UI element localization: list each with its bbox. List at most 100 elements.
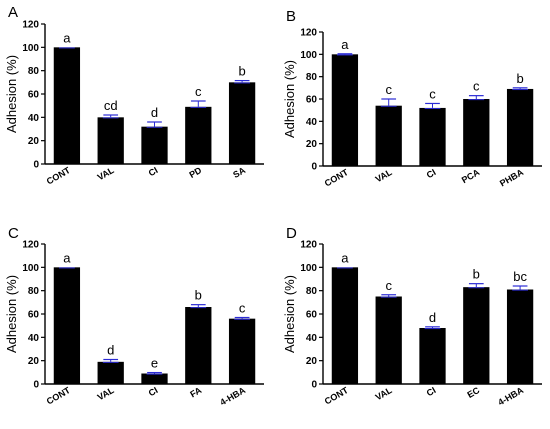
x-tick-label: FA: [188, 385, 203, 400]
y-tick-label: 120: [300, 240, 317, 251]
x-tick-label: CI: [425, 167, 438, 180]
significance-label: a: [63, 250, 71, 265]
bar-val: [97, 117, 124, 164]
y-axis-label: Adhesion (%): [4, 275, 19, 353]
bar-ci: [141, 126, 168, 164]
bar-4-hba: [228, 318, 256, 384]
significance-label: a: [63, 30, 71, 45]
x-tick-label: CI: [425, 385, 438, 398]
bar-cont: [53, 47, 81, 165]
y-tick-label: 60: [28, 90, 40, 101]
y-axis-label: Adhesion (%): [282, 60, 297, 138]
x-tick-label: VAL: [374, 385, 394, 403]
y-tick-label: 80: [28, 286, 40, 297]
chart-panel-c: C Adhesion (%) 0 20 40 60 80 100 120 a CONT d VAL e CI…: [4, 225, 264, 407]
y-tick-label: 0: [33, 160, 39, 171]
significance-label: a: [341, 250, 349, 265]
y-axis-label: Adhesion (%): [4, 55, 19, 133]
y-tick-label: 0: [311, 380, 317, 391]
chart-panel-d: D Adhesion (%) 0 20 40 60 80 100 120 a CONT c VAL d CI…: [282, 225, 542, 407]
chart-panel-a: A Adhesion (%) 0 20 40 60 80 100 120 a CONT cd VAL d C…: [4, 4, 264, 186]
significance-label: b: [473, 267, 480, 282]
y-tick-label: 100: [300, 263, 317, 274]
bar-val: [97, 361, 124, 384]
y-tick-label: 40: [306, 333, 318, 344]
x-tick-label: CONT: [45, 165, 73, 187]
y-tick-label: 20: [28, 356, 40, 367]
y-tick-label: 40: [28, 113, 40, 124]
x-tick-label: EC: [465, 385, 481, 400]
bar-pca: [463, 99, 490, 166]
x-tick-label: PCA: [460, 167, 482, 185]
panel-letter: B: [286, 8, 296, 25]
y-tick-label: 120: [22, 20, 39, 31]
y-tick-label: 20: [306, 356, 318, 367]
x-tick-label: PHBA: [498, 167, 526, 189]
y-tick-label: 80: [28, 66, 40, 77]
y-tick-label: 60: [28, 310, 40, 321]
significance-label: d: [429, 310, 436, 325]
x-tick-label: 4-HBA: [218, 385, 247, 408]
bar-sa: [228, 82, 256, 164]
bar-phba: [506, 88, 534, 166]
significance-label: b: [195, 288, 202, 303]
significance-label: d: [107, 343, 114, 358]
significance-label: e: [151, 356, 158, 371]
significance-label: c: [239, 301, 246, 316]
bar-fa: [185, 307, 212, 384]
significance-label: c: [385, 82, 392, 97]
x-tick-label: CONT: [323, 385, 351, 407]
y-tick-label: 100: [22, 263, 39, 274]
y-tick-label: 60: [306, 310, 318, 321]
significance-label: c: [473, 79, 480, 94]
significance-label: c: [195, 84, 202, 99]
panel-letter: C: [8, 225, 19, 242]
bar-ci: [141, 373, 168, 384]
x-tick-label: 4-HBA: [496, 385, 525, 408]
significance-label: b: [238, 64, 245, 79]
x-tick-label: CI: [147, 165, 160, 178]
x-tick-label: VAL: [96, 385, 116, 403]
y-tick-label: 100: [22, 43, 39, 54]
bar-ci: [419, 328, 446, 384]
x-tick-label: CONT: [45, 385, 73, 407]
panel-letter: D: [286, 225, 297, 242]
y-tick-label: 60: [306, 95, 318, 106]
significance-label: bc: [513, 269, 527, 284]
y-tick-label: 0: [311, 162, 317, 173]
significance-label: c: [385, 278, 392, 293]
significance-label: cd: [104, 98, 118, 113]
bar-cont: [331, 267, 359, 384]
x-tick-label: CONT: [323, 167, 351, 189]
bar-4-hba: [506, 289, 534, 384]
bar-pd: [185, 106, 212, 164]
y-tick-label: 80: [306, 286, 318, 297]
x-tick-label: PD: [187, 165, 203, 180]
x-tick-label: SA: [231, 165, 247, 180]
y-tick-label: 0: [33, 380, 39, 391]
bar-cont: [53, 267, 81, 384]
y-tick-label: 40: [28, 333, 40, 344]
y-tick-label: 20: [306, 139, 318, 150]
chart-panel-b: B Adhesion (%) 0 20 40 60 80 100 120 a CONT c VAL c CI…: [282, 8, 542, 188]
y-tick-label: 80: [306, 72, 318, 83]
significance-label: b: [516, 71, 523, 86]
bar-ci: [419, 107, 446, 166]
y-tick-label: 40: [306, 117, 318, 128]
x-tick-label: CI: [147, 385, 160, 398]
bar-cont: [331, 54, 359, 167]
y-tick-label: 20: [28, 136, 40, 147]
significance-label: c: [429, 86, 436, 101]
bar-ec: [463, 287, 490, 384]
bar-val: [375, 296, 402, 384]
x-tick-label: VAL: [96, 165, 116, 183]
panel-letter: A: [8, 4, 18, 21]
bar-val: [375, 105, 402, 166]
significance-label: a: [341, 37, 349, 52]
y-tick-label: 120: [300, 28, 317, 39]
y-tick-label: 120: [22, 240, 39, 251]
y-tick-label: 100: [300, 50, 317, 61]
y-axis-label: Adhesion (%): [282, 275, 297, 353]
